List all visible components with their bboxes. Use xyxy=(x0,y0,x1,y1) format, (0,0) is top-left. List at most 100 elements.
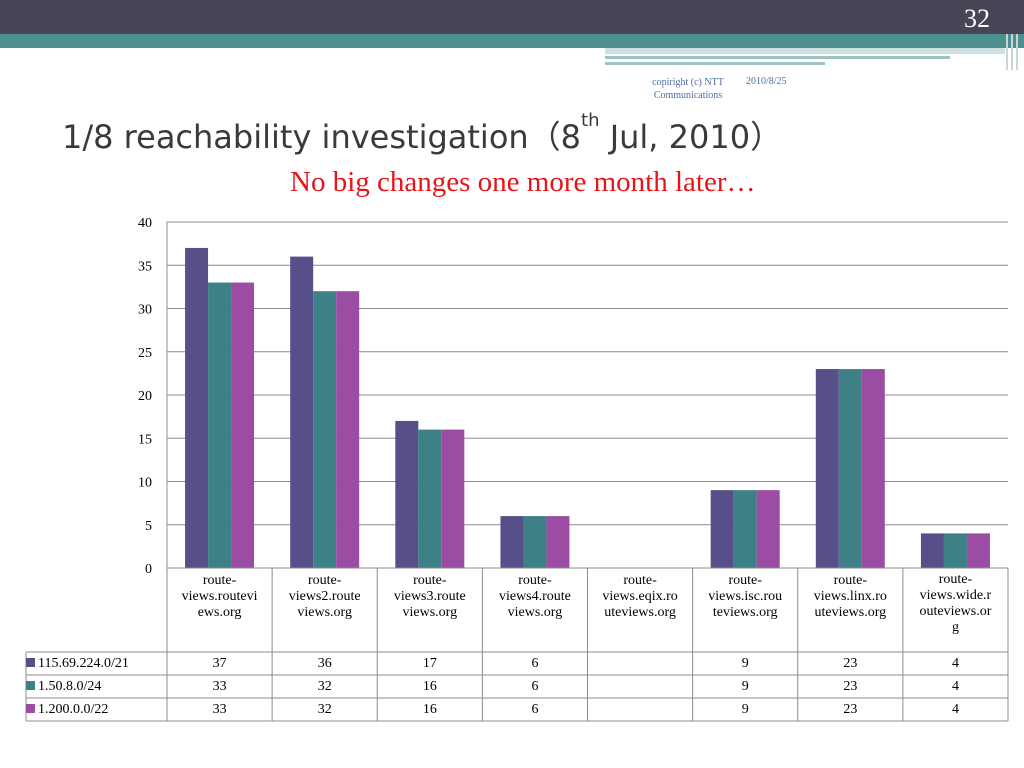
bar xyxy=(418,429,442,568)
bar xyxy=(395,420,419,568)
data-label xyxy=(588,698,693,721)
data-label: 37 xyxy=(212,656,227,671)
category-label: route-views.linx.ro uteviews.org xyxy=(798,573,903,621)
category-label-line: views2.route xyxy=(288,589,361,604)
bar xyxy=(231,282,255,568)
page-number: 32 xyxy=(964,4,990,33)
category-label-line: g xyxy=(951,620,959,635)
data-label: 6 xyxy=(531,702,539,717)
data-label: 16 xyxy=(422,702,437,717)
bar xyxy=(861,369,885,568)
data-label: 6 xyxy=(531,656,539,671)
category-label: route-views.isc.rou teviews.org xyxy=(693,573,798,621)
legend-swatch xyxy=(26,658,35,668)
category-label-line: teviews.org xyxy=(712,605,778,620)
bar xyxy=(966,533,990,568)
category-label-line: route- xyxy=(833,573,868,588)
category-label-line: views.isc.rou xyxy=(708,589,783,604)
legend-entry: 115.69.224.0/21 xyxy=(26,652,168,675)
category-label-line: route- xyxy=(623,573,657,588)
title-main: 1/8 reachability investigation（8 xyxy=(62,118,582,156)
y-tick-label: 35 xyxy=(138,259,152,274)
y-tick-label: 0 xyxy=(145,562,152,577)
bar xyxy=(733,490,757,568)
edge-line-1 xyxy=(1006,34,1008,70)
legend-swatch xyxy=(26,704,35,714)
title-end: Jul, 2010） xyxy=(599,118,783,156)
category-label: route-views.wide.r outeviews.or g xyxy=(903,572,1008,636)
title-superscript: th xyxy=(581,110,600,131)
y-tick-label: 25 xyxy=(138,346,152,361)
data-label: 23 xyxy=(843,702,858,717)
data-label: 32 xyxy=(317,679,332,694)
category-label: route-views2.route views.org xyxy=(272,573,377,621)
data-label: 33 xyxy=(212,702,227,717)
category-label-line: route- xyxy=(202,573,237,588)
data-label xyxy=(588,675,693,698)
bar xyxy=(756,490,780,568)
category-label-line: views.linx.ro xyxy=(813,589,887,604)
legend-entry: 1.50.8.0/24 xyxy=(26,675,168,698)
bar xyxy=(185,247,209,568)
y-tick-label: 15 xyxy=(138,432,152,447)
copyright-note: copiright (c) NTT Communications xyxy=(652,77,724,101)
data-label: 16 xyxy=(422,679,437,694)
bar xyxy=(441,429,465,568)
category-label: route-views3.route views.org xyxy=(377,573,482,621)
edge-line-3 xyxy=(1016,34,1018,70)
category-label-line: ews.org xyxy=(197,605,242,620)
bar xyxy=(208,282,232,568)
category-label-line: route- xyxy=(518,573,552,588)
category-label-line: route- xyxy=(728,573,762,588)
bar xyxy=(313,291,337,568)
data-label: 9 xyxy=(741,702,749,717)
bar xyxy=(920,533,944,568)
header-stripe-2 xyxy=(605,56,950,59)
bar xyxy=(943,533,967,568)
y-tick-label: 20 xyxy=(138,389,152,404)
category-label-line: route- xyxy=(413,573,447,588)
y-tick-label: 5 xyxy=(145,519,152,534)
category-label-line: views.wide.r xyxy=(919,588,992,603)
header-stripe-3 xyxy=(605,62,825,65)
category-label-line: views.org xyxy=(507,605,563,620)
header-stripe-1 xyxy=(605,48,1005,54)
y-tick-label: 40 xyxy=(138,216,152,231)
bar xyxy=(815,369,839,568)
y-tick-label: 10 xyxy=(138,476,152,491)
category-label-line: route- xyxy=(307,573,342,588)
category-label-line: views.org xyxy=(402,605,458,620)
category-label-line: views.routevi xyxy=(181,589,258,604)
legend-label: 115.69.224.0/21 xyxy=(38,656,129,671)
bar xyxy=(523,516,547,568)
data-label: 9 xyxy=(741,679,749,694)
data-label: 6 xyxy=(531,679,539,694)
data-label xyxy=(588,652,693,675)
slide-date: 2010/8/25 xyxy=(746,76,787,87)
bar xyxy=(710,490,734,568)
data-label: 9 xyxy=(741,656,749,671)
category-label: route-views4.route views.org xyxy=(482,573,587,621)
top-bar xyxy=(0,0,1024,34)
legend-label: 1.50.8.0/24 xyxy=(38,679,102,694)
data-label: 4 xyxy=(951,702,959,717)
y-tick-label: 30 xyxy=(138,303,152,318)
category-label-line: views4.route xyxy=(498,589,571,604)
header-band xyxy=(0,34,1024,48)
data-label: 23 xyxy=(843,679,858,694)
category-label-line: views3.route xyxy=(393,589,466,604)
bar xyxy=(838,369,862,568)
category-label-line: uteviews.org xyxy=(604,605,676,620)
bar xyxy=(500,516,524,568)
slide-title: 1/8 reachability investigation（8th Jul, … xyxy=(62,110,783,158)
data-label: 33 xyxy=(212,679,227,694)
data-label: 4 xyxy=(951,679,959,694)
category-label-line: views.org xyxy=(297,605,352,620)
legend-swatch xyxy=(26,681,35,691)
bar xyxy=(290,256,314,568)
edge-line-2 xyxy=(1011,34,1013,70)
slide-subtitle: No big changes one more month later… xyxy=(290,166,756,198)
category-label-line: outeviews.or xyxy=(919,604,992,619)
category-label-line: views.eqix.ro xyxy=(602,589,678,604)
